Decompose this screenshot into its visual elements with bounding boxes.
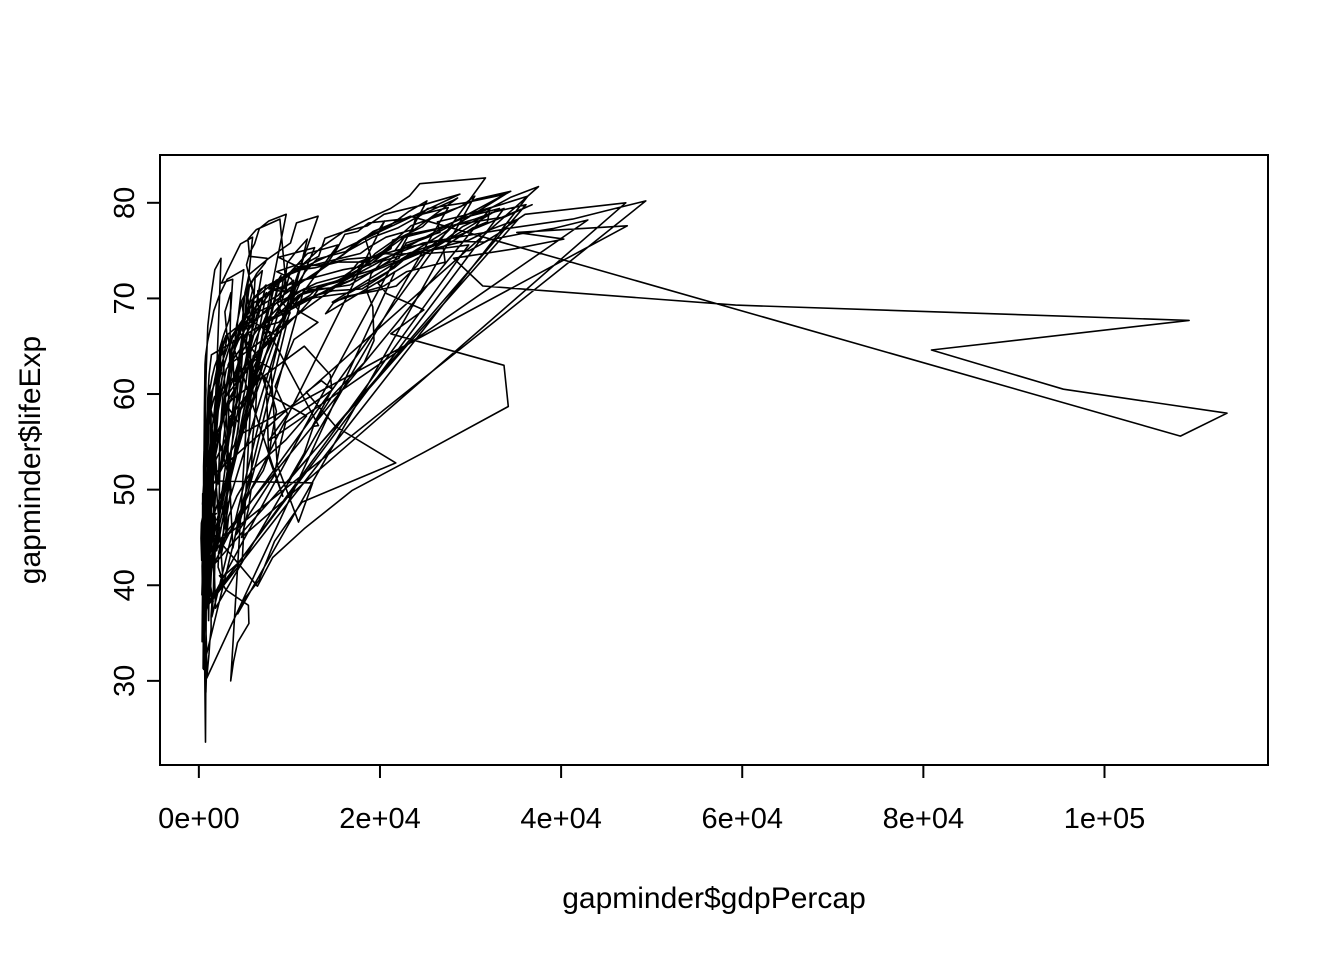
x-tick-label: 2e+04 (339, 803, 420, 835)
y-tick-label: 40 (109, 569, 141, 601)
x-axis-title: gapminder$gdpPercap (562, 882, 866, 915)
y-tick-label: 60 (109, 378, 141, 410)
plot-border (159, 154, 1269, 766)
x-tick-label: 6e+04 (702, 803, 783, 835)
y-axis-title: gapminder$lifeExp (14, 336, 47, 584)
y-axis: 30 40 50 60 70 80 (109, 187, 160, 697)
y-tick-label: 50 (109, 474, 141, 506)
data-line (200, 177, 1228, 743)
x-tick-label: 0e+00 (158, 803, 239, 835)
x-tick-label: 4e+04 (520, 803, 601, 835)
y-tick-label: 80 (109, 187, 141, 219)
y-tick-label: 30 (109, 665, 141, 697)
x-tick-label: 8e+04 (883, 803, 964, 835)
y-tick-label: 70 (109, 282, 141, 314)
x-axis: 0e+00 2e+04 4e+04 6e+04 8e+04 1e+05 (158, 765, 1145, 835)
x-tick-label: 1e+05 (1064, 803, 1145, 835)
